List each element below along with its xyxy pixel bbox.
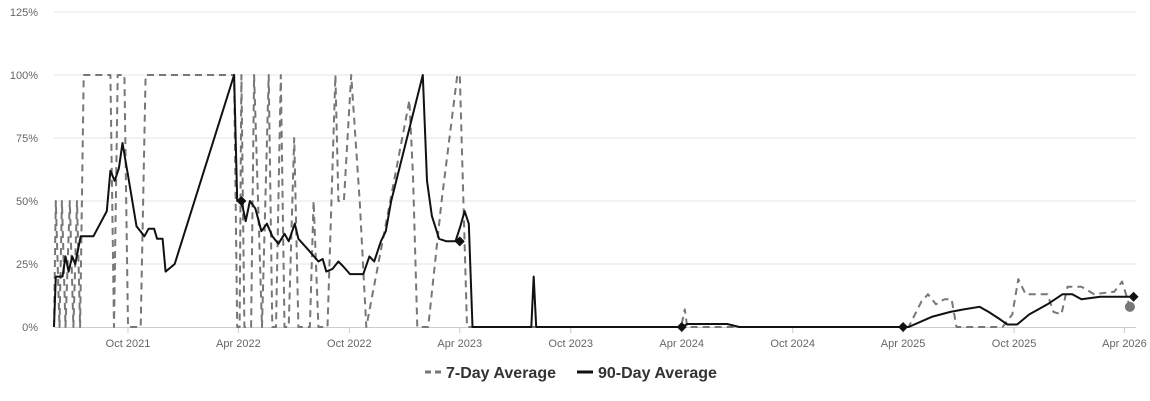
series-lines	[53, 74, 1131, 328]
x-axis-ticks: Oct 2021 Apr 2022 Oct 2022 Apr 2023 Oct 2023…	[106, 327, 1147, 350]
x-tick-label: Oct 2022	[327, 338, 372, 350]
x-tick-label: Oct 2023	[548, 338, 593, 350]
legend-item-90-day[interactable]: 90-Day Average	[577, 365, 717, 382]
legend: 7-Day Average 90-Day Average	[425, 365, 717, 382]
x-tick-label: Apr 2023	[437, 338, 482, 350]
y-tick-label: 125%	[10, 7, 38, 19]
series-90-day-line	[53, 74, 1130, 328]
y-tick-label: 100%	[10, 70, 38, 82]
y-axis-ticks: 0% 25% 50% 75% 100% 125%	[10, 7, 38, 334]
series-90-day-point-marker	[454, 236, 465, 247]
x-tick-label: Apr 2025	[881, 338, 926, 350]
series-90-day-point-marker	[1128, 291, 1139, 302]
series-7-day-end-marker	[1124, 301, 1135, 312]
x-tick-label: Oct 2025	[992, 338, 1037, 350]
y-tick-label: 75%	[16, 133, 38, 145]
x-tick-label: Oct 2024	[770, 338, 815, 350]
x-tick-label: Apr 2022	[216, 338, 261, 350]
y-gridlines	[54, 11, 1136, 265]
series-90-day-point-marker	[898, 322, 909, 332]
series-90-day-point-marker	[676, 322, 687, 332]
x-tick-label: Oct 2021	[106, 338, 151, 350]
x-tick-label: Apr 2024	[659, 338, 704, 350]
legend-label-7-day: 7-Day Average	[446, 365, 556, 382]
legend-item-7-day[interactable]: 7-Day Average	[425, 365, 556, 382]
series-markers	[236, 196, 1139, 332]
series-90-day-point-marker	[236, 196, 247, 206]
y-tick-label: 0%	[22, 322, 38, 334]
y-tick-label: 25%	[16, 259, 38, 271]
legend-label-90-day: 90-Day Average	[598, 365, 717, 382]
x-tick-label: Apr 2026	[1102, 338, 1147, 350]
y-tick-label: 50%	[16, 196, 38, 208]
